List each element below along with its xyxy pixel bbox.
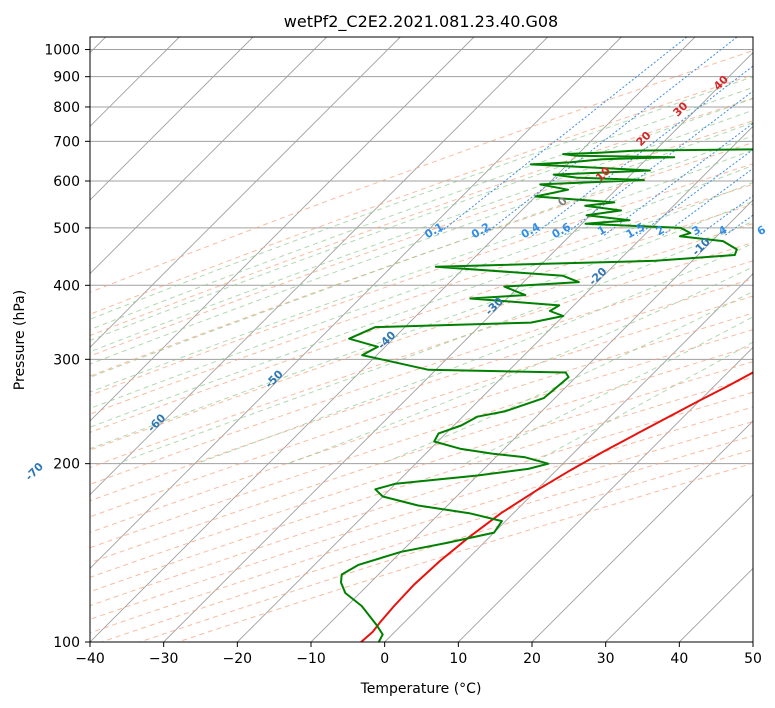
moist-adiabat-line	[90, 122, 753, 365]
x-tick-label: 20	[523, 651, 541, 667]
x-tick-label: 40	[670, 651, 688, 667]
x-tick-label: 50	[744, 651, 762, 667]
dewpoint-profile-line	[340, 148, 753, 642]
mixing-ratio-line	[435, 37, 688, 237]
dry-adiabat-line	[90, 241, 753, 469]
isotherm-line	[458, 346, 753, 642]
x-tick-label: −30	[149, 651, 179, 667]
moist-adiabat-line	[90, 98, 753, 341]
isotherm-line	[531, 420, 753, 642]
dry-adiabat-line	[90, 203, 753, 433]
moist-adiabat-line	[288, 266, 753, 465]
dry-adiabat-line	[90, 391, 753, 607]
x-axis-label: Temperature (°C)	[360, 681, 482, 697]
x-tick-label: −40	[75, 651, 105, 667]
chart-title: wetPf2_C2E2.2021.081.23.40.G08	[284, 12, 558, 32]
isotherm-line	[90, 37, 401, 348]
y-axis-label: Pressure (hPa)	[12, 290, 28, 390]
mixing-ratio-line	[636, 148, 753, 237]
mixing-ratio-line	[697, 194, 753, 237]
isotherm-line	[90, 37, 548, 496]
dry-adiabat-line	[90, 345, 753, 564]
dry-adiabat-line	[90, 50, 753, 293]
isotherm-line	[237, 125, 753, 642]
isotherm-line	[605, 494, 753, 642]
mixing-ratio-line	[482, 37, 738, 237]
moist-adiabat-line	[90, 164, 753, 410]
y-tick-label: 600	[53, 174, 80, 190]
skew-isotherm-label: -70	[23, 460, 46, 483]
y-tick-label: 200	[53, 457, 80, 473]
y-tick-label: 900	[53, 70, 80, 86]
mixing-ratio-line	[603, 122, 753, 237]
plot-frame	[89, 36, 754, 643]
y-tick-label: 400	[53, 278, 80, 294]
moist-adiabat-line	[90, 109, 753, 353]
isotherm-line	[90, 37, 622, 569]
y-tick-label: 800	[53, 100, 80, 116]
isotherm-line	[384, 273, 753, 642]
dry-adiabat-line	[90, 260, 753, 485]
x-tick-label: −20	[223, 651, 253, 667]
dry-adiabat-line	[90, 74, 753, 315]
x-tick-label: 10	[449, 651, 467, 667]
moist-adiabat-line	[90, 76, 753, 320]
moist-adiabat-line	[90, 149, 753, 393]
y-tick-label: 500	[53, 221, 80, 237]
y-tick-label: 700	[53, 134, 80, 150]
isotherm-line	[90, 37, 327, 275]
dry-adiabat-line	[90, 295, 753, 518]
isotherm-line	[90, 37, 254, 201]
isotherm-line	[90, 37, 475, 422]
dry-adiabat-line	[90, 183, 753, 415]
temperature-profile-line	[360, 371, 753, 642]
isotherm-line	[90, 37, 696, 642]
y-tick-label: 100	[53, 635, 80, 651]
x-tick-label: 0	[380, 651, 389, 667]
plot-background	[90, 37, 753, 642]
dry-adiabat-line	[90, 376, 753, 593]
moist-adiabat-line	[382, 291, 753, 465]
dry-adiabat-line	[90, 163, 753, 396]
isotherm-line	[163, 52, 753, 642]
dry-adiabat-line	[90, 142, 753, 377]
moist-adiabat-line	[90, 86, 753, 331]
dry-adiabat-line	[90, 329, 753, 549]
y-tick-label: 300	[53, 352, 80, 368]
mixing-ratio-label: 6	[755, 223, 768, 238]
x-tick-label: 30	[597, 651, 615, 667]
isotherm-line	[752, 641, 753, 642]
dry-adiabat-line	[90, 97, 753, 337]
x-tick-label: −10	[296, 651, 326, 667]
mixing-ratio-line	[763, 37, 775, 236]
y-tick-label: 1000	[44, 43, 80, 59]
